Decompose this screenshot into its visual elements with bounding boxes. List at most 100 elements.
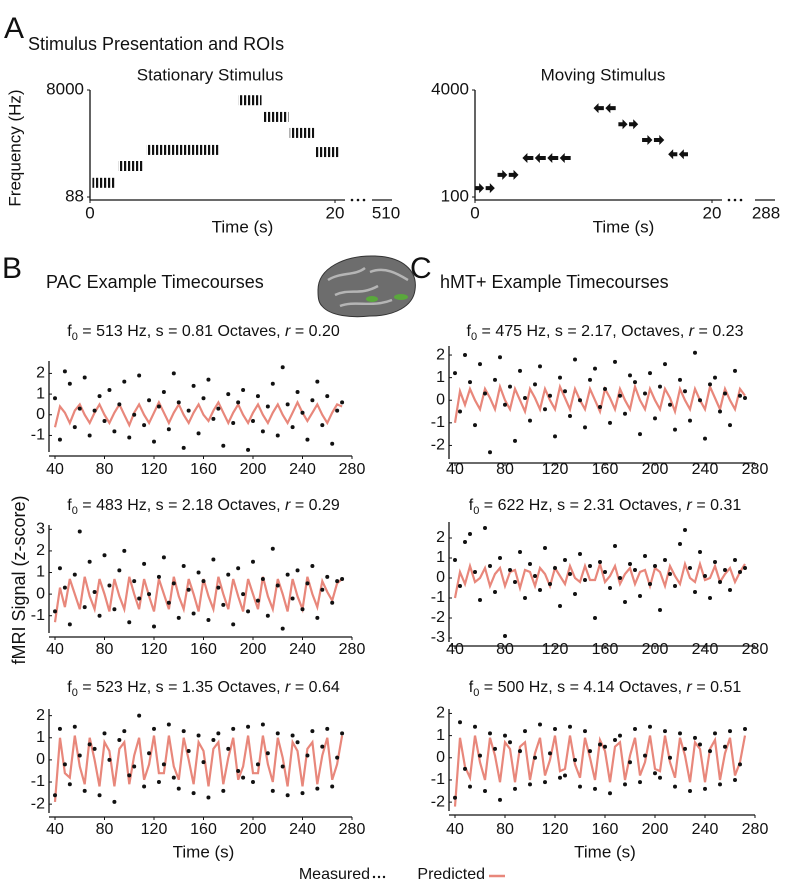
- measured-point: [733, 368, 737, 373]
- measured-point: [260, 722, 265, 727]
- measured-point: [147, 398, 152, 403]
- measured-point: [67, 782, 72, 787]
- measured-point: [583, 425, 587, 430]
- measured-point: [201, 579, 206, 584]
- y-tick-label: 0: [36, 406, 45, 423]
- measured-point: [320, 587, 325, 592]
- measured-point: [122, 729, 127, 734]
- measured-point: [186, 587, 191, 592]
- measured-point: [493, 377, 497, 382]
- measured-point: [653, 416, 657, 421]
- measured-point: [713, 375, 717, 380]
- measured-point: [658, 384, 662, 389]
- measured-point: [87, 433, 92, 438]
- measured-point: [453, 795, 457, 800]
- axis-break-dot: [350, 198, 354, 202]
- measured-point: [683, 746, 687, 751]
- measured-point: [568, 414, 572, 419]
- measured-point: [533, 574, 537, 578]
- measured-point: [246, 609, 251, 614]
- measured-point: [280, 764, 285, 769]
- measured-point: [483, 526, 487, 530]
- x-axis-label: Time (s): [173, 842, 235, 861]
- tone-bars: [118, 161, 143, 172]
- measured-point: [107, 757, 112, 762]
- stimulus-burst: [642, 134, 665, 145]
- measured-point: [603, 744, 607, 749]
- measured-point: [152, 624, 156, 629]
- measured-point: [161, 390, 166, 395]
- measured-point: [633, 568, 637, 572]
- x-tick-label: 280: [339, 821, 366, 838]
- measured-point: [728, 729, 732, 734]
- measured-point: [117, 568, 122, 573]
- measured-point: [713, 731, 717, 736]
- measured-point: [658, 608, 662, 612]
- measured-point: [618, 733, 622, 738]
- measured-point: [538, 722, 542, 727]
- chart-title: f0 = 475 Hz, s = 2.17, Octaves, r = 0.23: [467, 323, 744, 343]
- measured-point: [211, 737, 216, 742]
- predicted-line: [53, 399, 343, 428]
- x-tick-label: 160: [592, 821, 619, 838]
- y-tick-label: 88: [65, 186, 84, 205]
- measured-point: [186, 749, 191, 754]
- stimulus-burst: [522, 152, 571, 163]
- y-axis-label: fMRI Signal (z-score): [9, 495, 29, 664]
- measured-point: [216, 406, 221, 411]
- stimulus-burst: [118, 161, 143, 172]
- measured-point: [62, 585, 67, 590]
- tone-bars: [263, 111, 289, 122]
- measured-point: [643, 554, 647, 558]
- measured-point: [255, 762, 260, 767]
- measured-point: [315, 786, 320, 791]
- measured-point: [668, 755, 672, 760]
- x-tick-label: 120: [542, 821, 569, 838]
- x-tick-label: 160: [190, 821, 217, 838]
- measured-point: [573, 758, 577, 762]
- measured-point: [743, 566, 747, 570]
- measured-point: [513, 438, 517, 443]
- measured-point: [206, 618, 211, 623]
- measured-point: [137, 373, 142, 378]
- x-axis-label: Time (s): [574, 842, 636, 861]
- measured-point: [112, 799, 117, 804]
- measured-point: [603, 386, 607, 391]
- arrow: [522, 152, 534, 163]
- measured-point: [713, 560, 717, 564]
- stimulus-burst: [315, 147, 340, 158]
- y-tick-label: 8000: [46, 79, 84, 98]
- measured-point: [265, 404, 270, 409]
- x-tick-label: 200: [642, 461, 669, 478]
- measured-point: [280, 626, 285, 631]
- measured-point: [275, 731, 280, 736]
- measured-point: [335, 755, 340, 760]
- x-tick-label: 120: [542, 461, 569, 478]
- measured-point: [156, 404, 161, 409]
- x-tick-label: 120: [542, 641, 569, 658]
- stimulus-burst: [92, 177, 115, 188]
- measured-point: [568, 724, 572, 729]
- measured-point: [246, 724, 251, 729]
- measured-point: [241, 387, 246, 392]
- measured-point: [181, 445, 186, 450]
- measured-point: [563, 558, 567, 562]
- measured-point: [107, 387, 112, 392]
- measured-point: [310, 398, 315, 403]
- measured-point: [583, 729, 587, 734]
- panel-letter: B: [2, 252, 22, 285]
- measured-point: [280, 365, 285, 370]
- panel-letter: A: [4, 12, 24, 45]
- measured-point: [166, 722, 171, 727]
- axis-break-dot: [362, 198, 366, 202]
- x-tick-label: 160: [190, 461, 217, 478]
- measured-point: [473, 423, 477, 428]
- chart-title: Moving Stimulus: [541, 65, 666, 84]
- measured-point: [628, 760, 632, 765]
- measured-point: [708, 596, 712, 600]
- y-tick-label: 3: [36, 521, 45, 538]
- legend-label: Predicted: [417, 866, 485, 883]
- measured-point: [623, 411, 627, 416]
- measured-point: [57, 566, 62, 571]
